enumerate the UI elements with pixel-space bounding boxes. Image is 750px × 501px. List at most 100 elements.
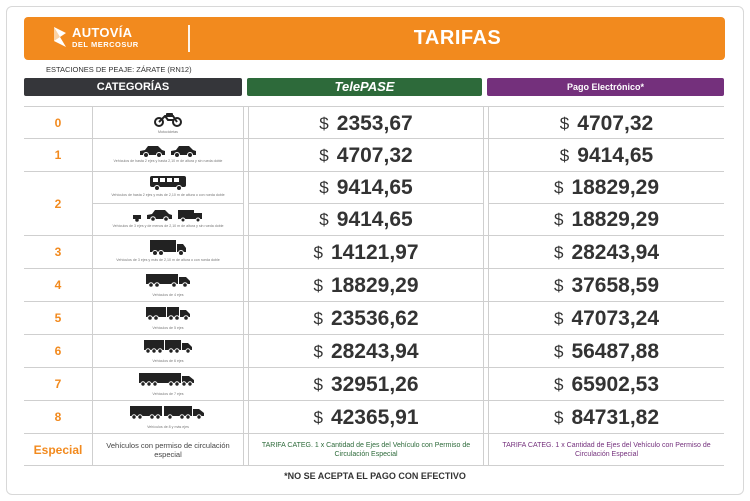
- vehicle-cell: Vehículos de 8 y más ejes: [92, 401, 244, 433]
- category-especial: Especial: [33, 442, 83, 457]
- telepase-price: 4707,32: [336, 143, 413, 167]
- brand-logo: AUTOVÍA DEL MERCOSUR: [52, 25, 182, 53]
- pago-price: 47073,24: [571, 306, 660, 330]
- telepase-price: 2353,67: [336, 111, 413, 135]
- telepase-price-cell: $4707,32: [248, 139, 484, 171]
- currency-symbol: $: [319, 113, 329, 133]
- category-number: 0: [54, 115, 62, 130]
- pago-price-cell: $65902,53: [488, 368, 724, 400]
- telepase-price-cell: $23536,62: [248, 302, 484, 334]
- currency-symbol: $: [319, 178, 329, 197]
- vehicle-cell: Vehículos de 4 ejes: [92, 269, 244, 301]
- currency-symbol: $: [313, 341, 323, 361]
- table-row: 1 Vehículos de hasta 2 ejes y hasta 2,10…: [24, 139, 724, 172]
- truck-5-axles-icon: [146, 307, 190, 321]
- vehicle-description: Vehículos de 3 ejes y más de 2,10 m de a…: [116, 258, 220, 262]
- especial-telepase-rate: TARIFA CATEG. 1 x Cantidad de Ejes del V…: [248, 434, 484, 465]
- currency-symbol: $: [553, 374, 564, 394]
- vehicle-cell: Motocicletas: [92, 107, 244, 138]
- pago-price-cell: $4707,32: [488, 107, 724, 138]
- brand-name: AUTOVÍA: [72, 25, 133, 40]
- currency-symbol: $: [553, 178, 564, 197]
- pago-price-cell: $28243,94: [488, 236, 724, 268]
- currency-symbol: $: [313, 308, 323, 328]
- vehicle-description: Vehículos de hasta 2 ejes y más de 2,10 …: [111, 193, 225, 197]
- vehicle-description: Vehículos de 5 ejes: [152, 326, 184, 330]
- vehicle-cell: Vehículos de 6 ejes: [92, 335, 244, 367]
- category-number: 1: [54, 148, 62, 162]
- brand-logo-icon: [54, 27, 66, 47]
- category-number: 3: [54, 245, 62, 259]
- currency-symbol: $: [313, 374, 323, 394]
- minibus-icon: [150, 176, 186, 191]
- pago-price-cell: $84731,82: [488, 401, 724, 433]
- telepase-price: 9414,65: [336, 208, 413, 231]
- currency-symbol: $: [319, 210, 329, 229]
- header-categorias: CATEGORÍAS: [24, 78, 242, 96]
- vehicle-description: Vehículos de 4 ejes: [152, 293, 184, 297]
- vehicle-subrow: Vehículos de 3 ejes y de menos de 2,10 m…: [93, 204, 243, 236]
- vehicle-cell: Vehículos de hasta 2 ejes y más de 2,10 …: [92, 172, 244, 235]
- currency-symbol: $: [313, 275, 323, 295]
- pago-price: 18829,29: [571, 176, 660, 199]
- currency-symbol: $: [553, 242, 564, 262]
- telepase-price: 42365,91: [330, 405, 419, 429]
- telepase-price-cell: $18829,29: [248, 269, 484, 301]
- telepase-price: 9414,65: [336, 176, 413, 199]
- stations-label: ESTACIONES DE PEAJE: ZÁRATE (RN12): [46, 65, 192, 74]
- category-number: 2: [54, 196, 62, 211]
- pago-price: 28243,94: [571, 240, 660, 264]
- vehicle-subrow: Vehículos de hasta 2 ejes y más de 2,10 …: [93, 172, 243, 204]
- category-number: 7: [54, 377, 62, 391]
- currency-symbol: $: [553, 210, 564, 229]
- vehicle-cell: Vehículos de 5 ejes: [92, 302, 244, 334]
- pago-price: 37658,59: [571, 273, 660, 297]
- vehicle-cell: Vehículos de 3 ejes y más de 2,10 m de a…: [92, 236, 244, 268]
- table-row: 8 Vehículos de 8 y más ejes $42365,91 $8…: [24, 401, 724, 434]
- vehicle-description: Vehículos de 3 ejes y de menos de 2,10 m…: [112, 224, 224, 228]
- page-title: TARIFAS: [413, 27, 502, 49]
- currency-symbol: $: [559, 113, 570, 133]
- truck-6-axles-icon: [144, 340, 192, 354]
- vehicle-description: Vehículos de 7 ejes: [152, 392, 184, 396]
- pago-price-cell: $56487,88: [488, 335, 724, 367]
- telepase-price: 14121,97: [330, 240, 419, 264]
- table-row: 0 Motocicletas $2353,67 $4707,32: [24, 106, 724, 139]
- telepase-price: 32951,26: [330, 372, 419, 396]
- table-row-especial: Especial Vehículos con permiso de circul…: [24, 434, 724, 466]
- telepase-price-cell: $28243,94: [248, 335, 484, 367]
- especial-pago-rate: TARIFA CATEG. 1 x Cantidad de Ejes del V…: [488, 434, 724, 465]
- currency-symbol: $: [313, 242, 323, 262]
- currency-symbol: $: [559, 145, 570, 165]
- truck-4-axles-icon: [146, 274, 190, 288]
- truck-7-axles-icon: [139, 373, 194, 387]
- table-row: 5 Vehículos de 5 ejes $23536,62 $47073,2…: [24, 302, 724, 335]
- table-row: 6 Vehículos de 6 ejes $28243,94 $56487,8…: [24, 335, 724, 368]
- header-telepase: TelePASE: [247, 78, 482, 96]
- category-number: 4: [54, 278, 62, 292]
- vehicle-description: Vehículos de 8 y más ejes: [147, 425, 189, 429]
- telepase-price-cell: $42365,91: [248, 401, 484, 433]
- table-row: 3 Vehículos de 3 ejes y más de 2,10 m de…: [24, 236, 724, 269]
- telepase-price-cell: $2353,67: [248, 107, 484, 138]
- pago-price: 9414,65: [577, 143, 654, 167]
- pago-price-cell: $47073,24: [488, 302, 724, 334]
- vehicle-description: Motocicletas: [158, 130, 178, 134]
- telepase-price: 18829,29: [330, 273, 419, 297]
- telepase-price-cell: $14121,97: [248, 236, 484, 268]
- especial-vehicle-description: Vehículos con permiso de circulación esp…: [92, 434, 244, 465]
- vehicle-description: Vehículos de 6 ejes: [152, 359, 184, 363]
- pago-price: 65902,53: [571, 372, 660, 396]
- category-number: 8: [54, 410, 62, 424]
- currency-symbol: $: [553, 275, 564, 295]
- pago-price-cell: $9414,65: [488, 139, 724, 171]
- telepase-price-cell: $9414,65 $9414,65: [248, 172, 484, 235]
- currency-symbol: $: [553, 407, 564, 427]
- car-trailer-icon: [133, 210, 202, 222]
- telepase-price: 28243,94: [330, 339, 419, 363]
- brand-subname: DEL MERCOSUR: [72, 40, 139, 49]
- truck-8-axles-icon: [130, 406, 204, 420]
- telepase-price-cell: $32951,26: [248, 368, 484, 400]
- table-row: 4 Vehículos de 4 ejes $18829,29 $37658,5…: [24, 269, 724, 302]
- vehicle-cell: Vehículos de hasta 2 ejes y hasta 2,10 m…: [92, 139, 244, 171]
